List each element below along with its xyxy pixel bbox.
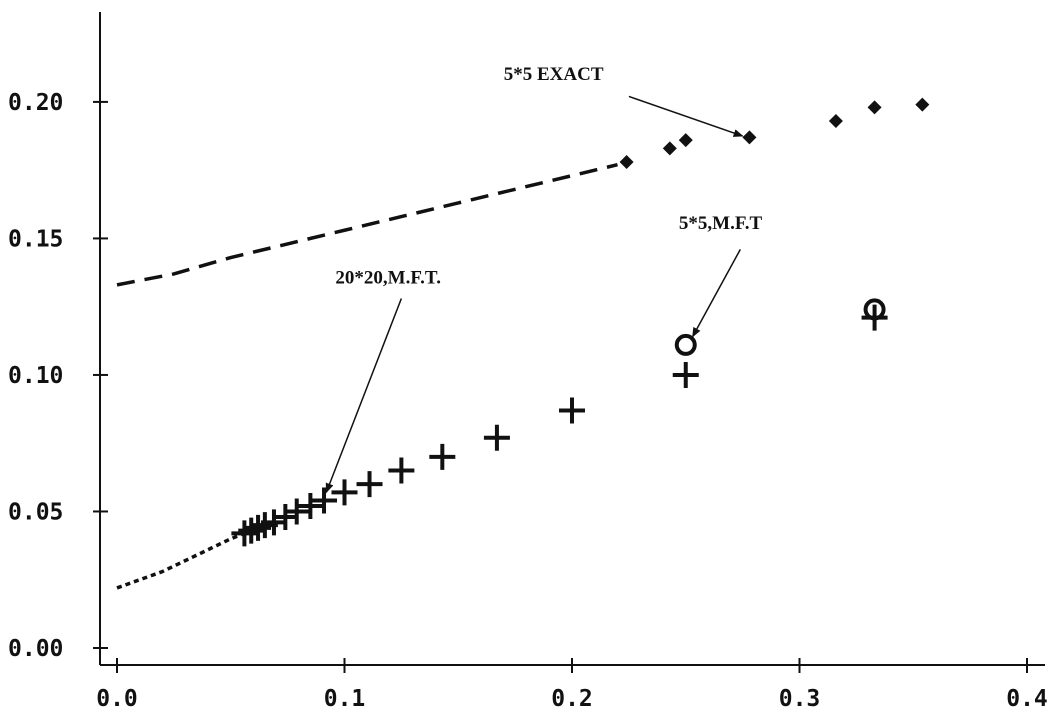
x-tick-label: 0.0 [96,686,138,712]
plus-marker [356,471,383,498]
annotation-label: 5*5 EXACT [504,64,604,85]
annotation-arrow [691,248,742,338]
diamond-marker [915,97,930,112]
plus-marker [429,443,456,470]
y-tick-label: 0.00 [8,636,63,662]
plus-marker [297,493,324,520]
plus-marker [283,498,310,525]
annotation-arrow [628,95,744,137]
annotation-arrow [325,298,403,494]
y-tick-label: 0.15 [8,226,63,252]
x-tick-label: 0.3 [779,686,821,712]
plus-marker [331,479,358,506]
diamond-marker [867,100,882,115]
plus-marker [311,487,338,514]
open-circle-marker [863,298,886,321]
y-tick-label: 0.20 [8,90,63,116]
x-tick-label: 0.1 [324,686,366,712]
diamond-marker [619,154,634,169]
annotation-label: 20*20,M.F.T. [335,267,441,288]
plus-marker [388,457,415,484]
y-tick-label: 0.10 [8,363,63,389]
diamond-marker [742,130,757,145]
y-tick-label: 0.05 [8,499,63,525]
data-series [116,97,930,590]
diamond-marker [662,141,677,156]
x-tick-label: 0.4 [1006,686,1048,712]
dotted-series-line [116,531,246,590]
dashed-series-line [116,163,618,287]
annotation-label: 5*5,M.F.T [679,213,763,234]
diamond-marker [678,133,693,148]
plus-marker [559,397,585,424]
plus-marker [672,361,699,388]
x-tick-label: 0.2 [551,686,593,712]
plus-marker [483,424,510,451]
open-circle-marker [674,333,697,356]
annotations: 5*5 EXACT 5*5,M.F.T 20*20,M.F.T. [325,64,763,494]
axes: 0.00 0.05 0.10 0.15 0.20 0.0 0.1 0.2 0.3 0.4 [8,12,1048,712]
diamond-marker [828,114,843,129]
